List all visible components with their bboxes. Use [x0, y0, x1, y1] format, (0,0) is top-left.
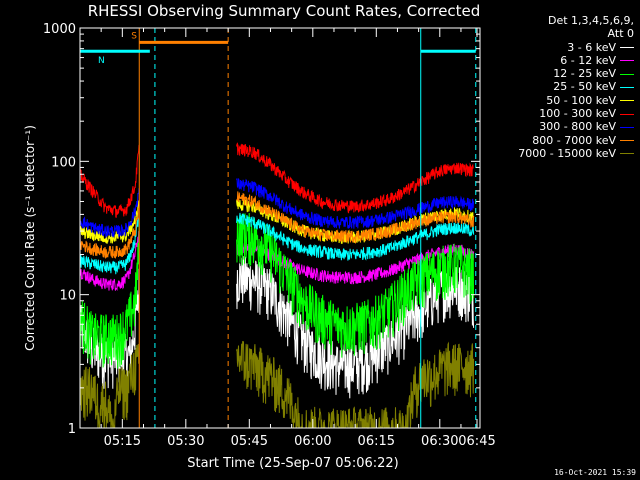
- legend-swatch: [620, 47, 634, 49]
- legend-swatch: [620, 73, 634, 75]
- series-line-12-25-kev-b: [236, 212, 475, 358]
- series-line-25-50-kev-b: [236, 212, 475, 261]
- legend-swatch: [620, 153, 634, 155]
- series-line-6-12-kev-a: [79, 231, 140, 292]
- x-tick-label: 05:30: [167, 434, 204, 449]
- x-tick-label: 05:15: [104, 434, 141, 449]
- legend-attenuator: Att 0: [607, 27, 634, 41]
- series-line-50-100-kev-a: [79, 200, 140, 244]
- y-tick-label: 1: [68, 422, 76, 437]
- y-tick-label: 10: [59, 289, 76, 304]
- x-tick-label: 06:30: [421, 434, 458, 449]
- legend-label: 50 - 100 keV: [546, 93, 616, 107]
- series-line-100-300-kev-a: [79, 144, 140, 218]
- series-line-300-800-kev-a: [79, 188, 140, 238]
- x-tick-label: 06:45: [458, 434, 495, 449]
- series-line-12-25-kev-a: [79, 227, 140, 369]
- y-axis-label: Corrected Count Rate (s⁻¹ detector⁻¹): [23, 125, 37, 351]
- legend-items: 3 - 6 keV 6 - 12 keV 12 - 25 keV 25 - 50 ke…: [518, 41, 634, 161]
- series-line-3-6-kev-b: [236, 256, 475, 399]
- plot-area: S N 1 10 100 1000 05:15 05:30 05:45 06:00 06:15 06:…: [43, 22, 496, 449]
- flag-label-n: N: [98, 56, 105, 66]
- series-line-300-800-kev-b: [236, 178, 475, 229]
- x-tick-label: 05:45: [231, 434, 268, 449]
- legend-label: 25 - 50 keV: [553, 80, 616, 94]
- legend-swatch: [620, 126, 634, 128]
- series-line-800-7000-kev-a: [79, 206, 140, 260]
- x-tick-label: 06:00: [294, 434, 331, 449]
- legend-label: 300 - 800 keV: [539, 120, 616, 134]
- y-tick-label: 100: [51, 155, 76, 170]
- legend-entry-6-12-kev: 6 - 12 keV: [518, 54, 634, 67]
- series-line-7000-15000-kev-a: [79, 343, 140, 429]
- legend-entry-7000-15000-kev: 7000 - 15000 keV: [518, 147, 634, 160]
- legend-label: 100 - 300 keV: [539, 107, 616, 121]
- legend-entry-800-7000-kev: 800 - 7000 keV: [518, 134, 634, 147]
- flag-label-s: S: [131, 31, 137, 41]
- legend-entry-12-25-kev: 12 - 25 keV: [518, 67, 634, 80]
- series-line-100-300-kev-b: [236, 142, 474, 214]
- timestamp: 16-Oct-2021 15:39: [554, 468, 636, 477]
- y-tick-label: 1000: [43, 22, 76, 37]
- legend-entry-50-100-kev: 50 - 100 keV: [518, 94, 634, 107]
- legend-entry-100-300-kev: 100 - 300 keV: [518, 107, 634, 120]
- legend-entry-25-50-kev: 25 - 50 keV: [518, 80, 634, 93]
- legend-swatch: [620, 113, 634, 115]
- series-line-25-50-kev-a: [79, 217, 140, 275]
- x-axis-label: Start Time (25-Sep-07 05:06:22): [187, 456, 398, 471]
- plot-frame: [79, 27, 481, 429]
- legend-label: 7000 - 15000 keV: [518, 146, 616, 160]
- chart-title: RHESSI Observing Summary Count Rates, Co…: [88, 2, 481, 20]
- legend-label: 800 - 7000 keV: [532, 133, 616, 147]
- legend-label: 12 - 25 keV: [553, 67, 616, 81]
- legend-swatch: [620, 60, 634, 62]
- legend-swatch: [620, 140, 634, 142]
- legend-swatch: [620, 86, 634, 88]
- legend-entry-300-800-kev: 300 - 800 keV: [518, 120, 634, 133]
- legend: Det 1,3,4,5,6,9, Att 0 3 - 6 keV 6 - 12 k…: [518, 14, 634, 160]
- series-line-800-7000-kev-b: [236, 191, 475, 245]
- legend-label: 6 - 12 keV: [560, 53, 616, 67]
- x-tick-label: 06:15: [358, 434, 395, 449]
- legend-entry-3-6-kev: 3 - 6 keV: [518, 41, 634, 54]
- legend-swatch: [620, 100, 634, 102]
- legend-label: 3 - 6 keV: [567, 40, 616, 54]
- legend-detectors: Det 1,3,4,5,6,9,: [547, 14, 634, 27]
